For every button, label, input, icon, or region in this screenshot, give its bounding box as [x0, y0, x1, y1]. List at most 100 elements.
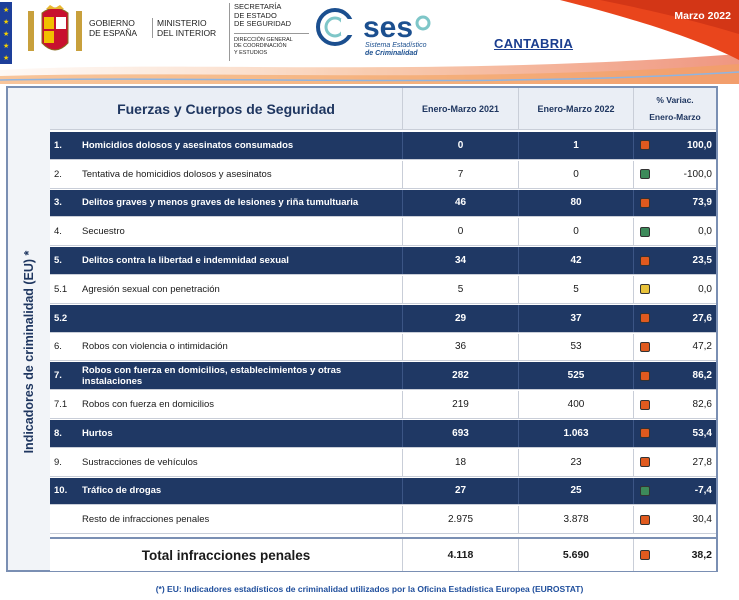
- value-2021: 0: [402, 132, 518, 159]
- value-2022: 1: [518, 132, 633, 159]
- column-header-2022: Enero-Marzo 2022: [518, 88, 633, 129]
- sec-line-3: DE SEGURIDAD: [234, 19, 292, 28]
- row-number: 4.: [54, 226, 62, 238]
- value-2022: 53: [518, 333, 633, 361]
- table-row: 6. Robos con violencia o intimidación 36 53…: [50, 333, 716, 362]
- row-number: 7.: [54, 370, 62, 382]
- status-lamp-icon: [640, 140, 650, 151]
- variation-cell: 73,9: [633, 189, 716, 217]
- value-2021: 7: [402, 160, 518, 188]
- row-label: [82, 305, 402, 332]
- value-2021: 18: [402, 448, 518, 476]
- value-2022: 80: [518, 189, 633, 217]
- value-2021: 34: [402, 247, 518, 274]
- variation-cell: 0,0: [633, 276, 716, 303]
- dir-line-1: DIRECCIÓN GENERAL: [234, 36, 293, 43]
- variation-value: 23,5: [692, 255, 712, 267]
- variation-value: 53,4: [692, 427, 712, 439]
- row-number: 3.: [54, 197, 62, 209]
- variation-value: 27,8: [692, 456, 712, 468]
- row-label: Robos con fuerza en domicilios, establec…: [82, 364, 342, 387]
- variation-cell: 27,8: [633, 448, 716, 476]
- value-2022: 3.878: [518, 506, 633, 534]
- variation-value: 86,2: [692, 370, 712, 382]
- variation-cell: -100,0: [633, 160, 716, 188]
- value-2021: 0: [402, 218, 518, 246]
- variation-value: -7,4: [694, 485, 712, 497]
- dir-line-3: Y ESTUDIOS: [234, 49, 268, 56]
- variation-value: 27,6: [692, 312, 712, 324]
- table-row: 1. Homicidios dolosos y asesinatos consum…: [50, 132, 716, 160]
- total-row: Total infracciones penales 4.118 5.690 3…: [50, 537, 716, 571]
- row-label: Hurtos: [82, 427, 113, 439]
- variation-cell: -7,4: [633, 477, 716, 505]
- total-label: Total infracciones penales: [141, 547, 311, 563]
- table-row: 5.2 29 37 27,6: [50, 304, 716, 333]
- status-lamp-icon: [640, 485, 650, 496]
- sec-line-1: SECRETARÍA: [234, 2, 282, 11]
- table-row: 10. Tráfico de drogas 27 25 -7,4: [50, 477, 716, 506]
- ministry-label: MINISTERIO DEL INTERIOR: [152, 18, 216, 38]
- value-2022: 5: [518, 276, 633, 303]
- table-row: 7.1 Robos con fuerza en domicilios 219 400 8…: [50, 391, 716, 419]
- row-label: Homicidios dolosos y asesinatos consumad…: [82, 139, 294, 151]
- table-row: 2. Tentativa de homicidios dolosos y ases…: [50, 160, 716, 189]
- row-number: 5.2: [54, 312, 68, 324]
- variation-value: 73,9: [692, 197, 712, 209]
- row-number: 10.: [54, 485, 68, 497]
- row-label: Agresión sexual con penetración: [82, 283, 220, 295]
- value-2022: 37: [518, 304, 633, 332]
- variation-cell: 23,5: [633, 247, 716, 274]
- directorate-label: DIRECCIÓN GENERAL DE COORDINACIÓN Y ESTU…: [234, 32, 309, 57]
- total-2021: 4.118: [402, 539, 518, 571]
- gov-line-1: GOBIERNO: [89, 18, 135, 28]
- row-number: [50, 506, 82, 533]
- variation-header-line-2: Enero-Marzo: [649, 112, 701, 123]
- column-header-variation: % Variac. Enero-Marzo: [633, 88, 716, 129]
- status-lamp-icon: [640, 370, 650, 381]
- row-number: 8.: [54, 427, 62, 439]
- variation-value: 0,0: [698, 226, 712, 238]
- variation-value: 0,0: [698, 283, 712, 295]
- value-2021: 219: [402, 391, 518, 418]
- value-2022: 0: [518, 160, 633, 188]
- variation-cell: 100,0: [633, 132, 716, 159]
- table-title: Fuerzas y Cuerpos de Seguridad: [117, 100, 335, 117]
- status-lamp-icon: [640, 284, 650, 295]
- ses-sub-line-1: Sistema Estadístico: [365, 42, 427, 49]
- row-label: Tentativa de homicidios dolosos y asesin…: [82, 168, 272, 180]
- eu-flag: ★ ★ ★ ★ ★: [0, 2, 12, 64]
- value-2021: 27: [402, 477, 518, 505]
- row-label: Delitos graves y menos graves de lesione…: [82, 197, 359, 209]
- column-header-2021: Enero-Marzo 2021: [402, 88, 518, 129]
- total-variation: 38,2: [633, 539, 716, 571]
- table-row: 9. Sustracciones de vehículos 18 23 27,8: [50, 448, 716, 477]
- value-2022: 42: [518, 247, 633, 274]
- value-2021: 5: [402, 276, 518, 303]
- status-lamp-icon: [640, 428, 650, 439]
- table-row: 4. Secuestro 0 0 0,0: [50, 218, 716, 247]
- government-label: GOBIERNO DE ESPAÑA: [89, 18, 137, 38]
- row-number: 2.: [54, 168, 62, 180]
- row-number: 9.: [54, 456, 62, 468]
- variation-cell: 0,0: [633, 218, 716, 246]
- secretariat-label: SECRETARÍA DE ESTADO DE SEGURIDAD DIRECC…: [229, 2, 309, 61]
- side-label: Indicadores de criminalidad (EU) *: [22, 250, 36, 454]
- total-variation-value: 38,2: [691, 549, 712, 561]
- status-lamp-icon: [640, 514, 650, 525]
- ministry-line-1: MINISTERIO: [157, 18, 207, 28]
- status-lamp-icon: [640, 399, 650, 410]
- variation-cell: 82,6: [633, 391, 716, 418]
- row-label: Secuestro: [82, 226, 125, 238]
- row-label: Sustracciones de vehículos: [82, 456, 198, 468]
- table-row: Resto de infracciones penales 2.975 3.878 3…: [50, 506, 716, 535]
- value-2022: 400: [518, 391, 633, 418]
- value-2021: 2.975: [402, 506, 518, 534]
- row-label: Robos con violencia o intimidación: [82, 341, 228, 353]
- header-swoosh: [0, 0, 739, 84]
- ses-logo-text: ses: [363, 11, 413, 44]
- status-lamp-icon: [640, 197, 650, 208]
- row-number: 6.: [54, 341, 62, 353]
- ministry-line-2: DEL INTERIOR: [157, 28, 217, 38]
- status-lamp-icon: [640, 255, 650, 266]
